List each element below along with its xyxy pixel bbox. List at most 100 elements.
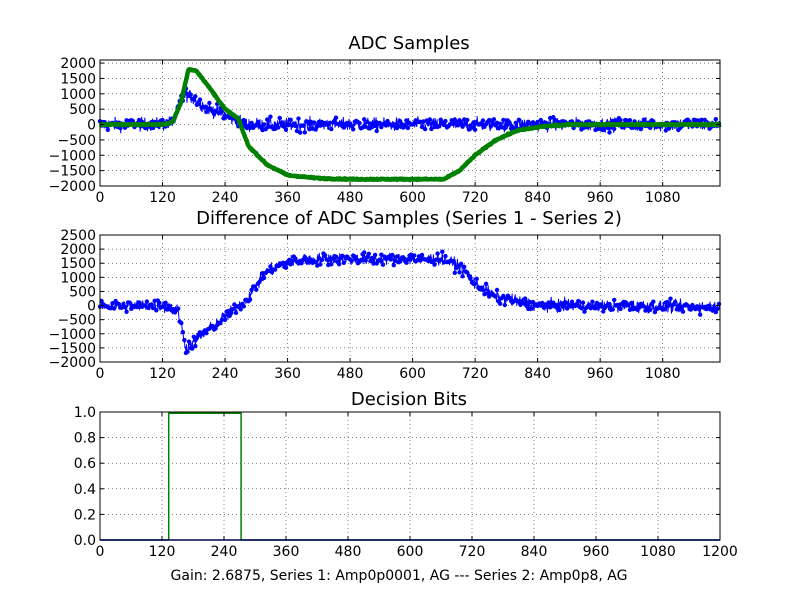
data-point bbox=[552, 117, 557, 123]
data-point bbox=[441, 122, 447, 128]
data-point bbox=[527, 299, 532, 305]
data-point bbox=[296, 116, 301, 121]
x-tick-label: 600 bbox=[399, 366, 426, 382]
data-point bbox=[480, 287, 486, 293]
data-point bbox=[713, 309, 718, 315]
data-point bbox=[341, 260, 346, 265]
data-point bbox=[255, 119, 261, 125]
data-point bbox=[374, 128, 379, 134]
data-point bbox=[419, 252, 425, 258]
data-point bbox=[680, 309, 686, 314]
axes-frame bbox=[99, 234, 721, 363]
data-point bbox=[427, 117, 432, 122]
data-point bbox=[105, 127, 111, 132]
data-point bbox=[480, 118, 486, 123]
y-tick-label: 2000 bbox=[60, 242, 96, 258]
data-point bbox=[501, 293, 506, 299]
data-point bbox=[127, 300, 132, 305]
data-point bbox=[163, 300, 168, 305]
data-point bbox=[468, 276, 473, 281]
data-point bbox=[513, 120, 518, 126]
x-tick-label: 1200 bbox=[702, 544, 738, 560]
data-point bbox=[268, 264, 273, 269]
data-point bbox=[394, 254, 400, 259]
data-point bbox=[349, 258, 354, 264]
data-point bbox=[430, 121, 436, 126]
data-point bbox=[652, 309, 658, 315]
data-point bbox=[210, 323, 215, 329]
data-point bbox=[472, 127, 478, 132]
y-tick-label: 500 bbox=[69, 102, 96, 118]
data-point bbox=[648, 307, 653, 312]
data-point bbox=[460, 124, 465, 129]
x-tick-label: 120 bbox=[149, 190, 176, 206]
data-point bbox=[380, 262, 386, 267]
data-point bbox=[110, 301, 115, 306]
data-point bbox=[563, 300, 568, 305]
data-point bbox=[354, 256, 359, 262]
x-tick-label: 840 bbox=[524, 366, 551, 382]
data-point bbox=[313, 259, 318, 264]
y-tick-label: 0.6 bbox=[74, 456, 96, 472]
data-point bbox=[150, 305, 156, 311]
x-tick-label: 840 bbox=[524, 190, 551, 206]
data-point bbox=[462, 264, 467, 269]
y-tick-label: −1500 bbox=[49, 341, 96, 357]
data-point bbox=[402, 122, 407, 128]
data-point bbox=[288, 262, 293, 267]
y-tick-label: 0.0 bbox=[74, 533, 96, 549]
series-difference bbox=[97, 249, 722, 356]
data-point bbox=[607, 130, 612, 135]
data-point bbox=[396, 124, 401, 129]
data-point bbox=[254, 287, 259, 292]
data-point bbox=[305, 119, 311, 125]
data-point bbox=[157, 300, 162, 306]
data-point bbox=[241, 117, 246, 123]
y-tick-label: 0.4 bbox=[74, 482, 96, 498]
data-point bbox=[204, 331, 209, 336]
data-point bbox=[204, 109, 209, 115]
data-point bbox=[249, 287, 254, 293]
data-point bbox=[319, 257, 325, 263]
y-tick-label: 1500 bbox=[60, 71, 96, 87]
data-point bbox=[472, 281, 478, 286]
data-point bbox=[412, 253, 417, 258]
x-tick-label: 240 bbox=[212, 366, 239, 382]
data-point bbox=[111, 306, 117, 311]
data-point bbox=[502, 302, 507, 308]
data-point bbox=[494, 287, 500, 293]
data-point bbox=[493, 294, 498, 299]
data-point bbox=[713, 117, 718, 122]
data-point bbox=[122, 304, 128, 310]
data-point bbox=[535, 119, 540, 125]
data-point bbox=[662, 307, 667, 312]
axes-frame bbox=[99, 59, 721, 187]
data-point bbox=[124, 309, 129, 314]
data-point bbox=[422, 126, 428, 132]
data-point bbox=[219, 109, 225, 114]
data-point bbox=[576, 298, 581, 304]
data-point bbox=[196, 101, 201, 106]
data-point bbox=[299, 261, 304, 266]
data-point bbox=[601, 309, 606, 314]
x-tick-label: 600 bbox=[397, 544, 424, 560]
data-point bbox=[463, 121, 468, 126]
x-tick-label: 1080 bbox=[645, 366, 681, 382]
data-point bbox=[154, 308, 159, 313]
data-point bbox=[193, 94, 198, 99]
y-tick-label: 0 bbox=[87, 118, 96, 134]
data-point bbox=[197, 97, 203, 102]
data-point bbox=[451, 258, 456, 264]
data-point bbox=[590, 299, 595, 304]
x-axis-label: Gain: 2.6875, Series 1: Amp0p0001, AG --… bbox=[171, 568, 628, 584]
data-point bbox=[213, 326, 218, 331]
data-point bbox=[207, 100, 212, 106]
data-point bbox=[280, 260, 286, 265]
data-point bbox=[233, 310, 239, 315]
data-point bbox=[487, 117, 492, 123]
data-point bbox=[397, 259, 403, 264]
data-point bbox=[190, 346, 195, 351]
x-tick-label: 360 bbox=[273, 544, 300, 560]
data-point bbox=[185, 349, 190, 354]
data-point bbox=[221, 313, 226, 318]
